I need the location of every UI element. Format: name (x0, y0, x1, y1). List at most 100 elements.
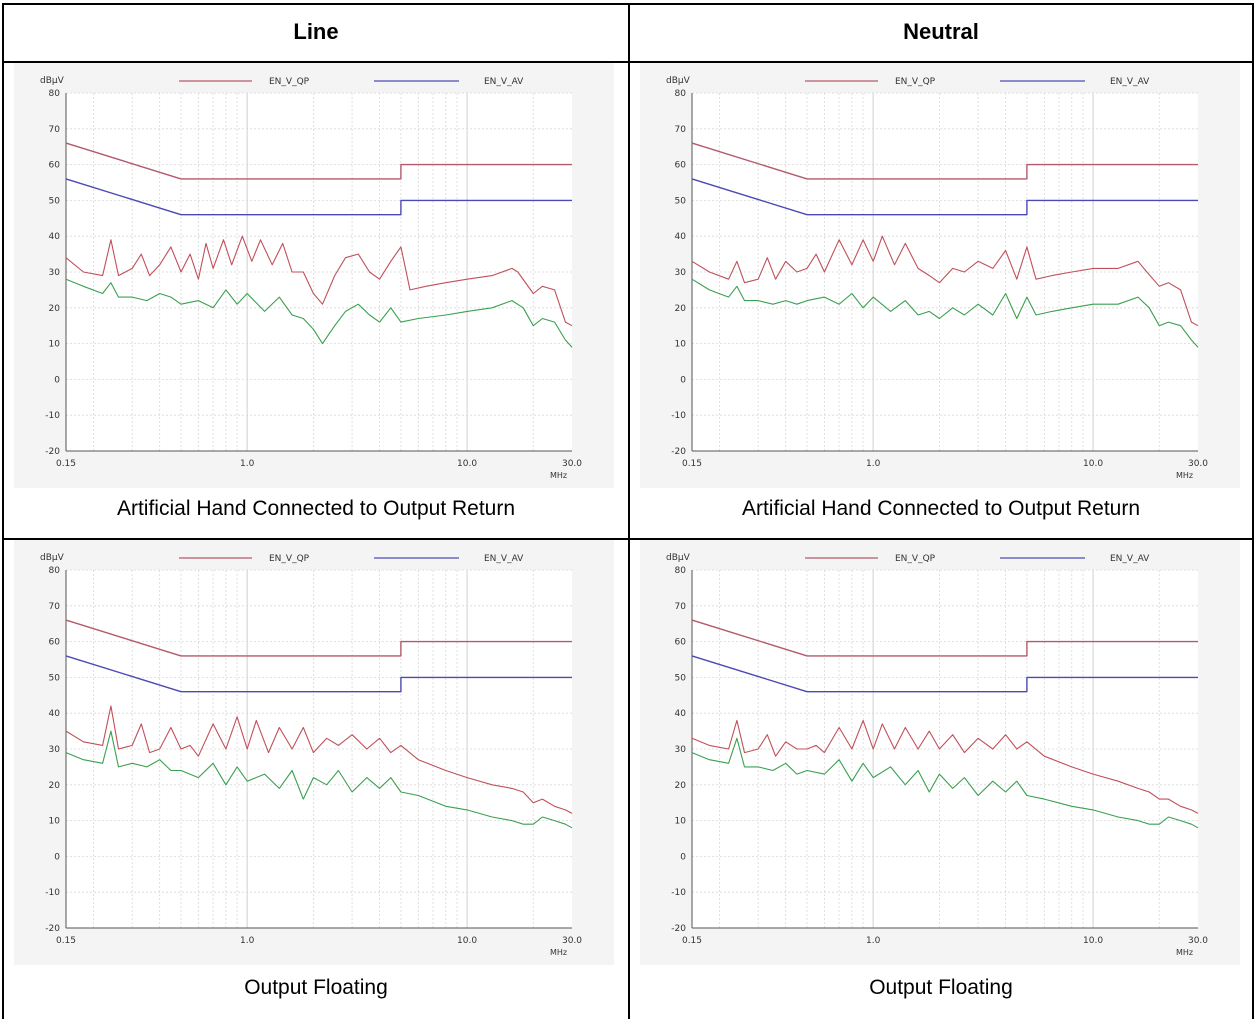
y-tick-label: 30 (49, 268, 61, 278)
emc-chart-neutral-output-floating: 80 70 60 50 40 30 20 10 0 -10 -20 0.15 1.0 10.0 30.0 dB… (640, 540, 1240, 965)
x-unit-label: MHz (550, 948, 567, 957)
y-tick-label: 80 (49, 566, 61, 576)
y-tick-label: 60 (49, 638, 61, 648)
x-tick-label: 1.0 (240, 459, 255, 469)
y-tick-label: -20 (45, 447, 60, 457)
y-tick-label: 80 (675, 89, 687, 99)
y-tick-label: 80 (675, 566, 687, 576)
x-tick-label: 0.15 (56, 459, 76, 469)
legend-qp-label: EN_V_QP (269, 77, 310, 87)
y-tick-label: 70 (49, 602, 61, 612)
x-tick-label: 1.0 (240, 936, 255, 946)
legend-av-label: EN_V_AV (484, 77, 524, 87)
x-tick-label: 1.0 (866, 459, 881, 469)
qp-limit-line (65, 142, 572, 180)
y-tick-label: 0 (54, 852, 60, 862)
qp-measurement-trace (691, 719, 1199, 814)
y-tick-label: -10 (671, 411, 686, 421)
y-unit-label: dBµV (666, 553, 691, 563)
cell-line-output-return: 80 70 60 50 40 30 20 10 0 -10 -20 0.15 1.0 10.0 30.0 dB… (4, 63, 628, 538)
av-limit-line (691, 178, 1198, 216)
caption-neutral-output-return: Artificial Hand Connected to Output Retu… (741, 497, 1141, 520)
table-right-border (1252, 3, 1254, 1019)
x-unit-label: MHz (1176, 948, 1193, 957)
y-tick-label: 50 (49, 673, 61, 683)
cell-line-output-floating: 80 70 60 50 40 30 20 10 0 -10 -20 0.15 1.0 10.0 30.0 dB… (4, 540, 628, 1019)
av-measurement-trace (691, 737, 1199, 829)
av-limit-line (65, 655, 572, 693)
av-measurement-trace (65, 278, 573, 348)
y-tick-label: 40 (49, 232, 61, 242)
y-tick-label: 20 (675, 304, 687, 314)
av-measurement-trace (65, 730, 573, 829)
y-tick-label: 0 (54, 375, 60, 385)
y-tick-label: 70 (675, 125, 687, 135)
qp-measurement-trace (65, 235, 573, 327)
y-tick-label: 50 (675, 196, 687, 206)
x-tick-label: 10.0 (1083, 936, 1103, 946)
qp-limit-line (65, 619, 572, 657)
y-tick-label: 20 (49, 304, 61, 314)
y-tick-label: 50 (675, 673, 687, 683)
y-tick-label: 10 (675, 340, 687, 350)
y-tick-label: -20 (671, 924, 686, 934)
qp-limit-line (691, 142, 1198, 180)
y-tick-label: -20 (45, 924, 60, 934)
x-tick-label: 0.15 (682, 936, 702, 946)
y-tick-label: 30 (675, 268, 687, 278)
emc-chart-line-output-return: 80 70 60 50 40 30 20 10 0 -10 -20 0.15 1.0 10.0 30.0 dB… (14, 63, 614, 488)
emc-chart-neutral-output-return: 80 70 60 50 40 30 20 10 0 -10 -20 0.15 1.0 10.0 30.0 dB… (640, 63, 1240, 488)
caption-line-output-return: Artificial Hand Connected to Output Retu… (116, 497, 516, 520)
av-limit-line (691, 655, 1198, 693)
header-neutral: Neutral (903, 19, 979, 44)
av-measurement-trace (691, 278, 1199, 348)
x-tick-label: 10.0 (457, 459, 477, 469)
legend-av-label: EN_V_AV (1110, 554, 1150, 564)
y-tick-label: 30 (675, 745, 687, 755)
y-tick-label: 10 (49, 340, 61, 350)
y-tick-label: 50 (49, 196, 61, 206)
x-tick-label: 30.0 (1188, 936, 1208, 946)
y-tick-label: 30 (49, 745, 61, 755)
caption-neutral-output-floating: Output Floating (869, 976, 1013, 999)
y-tick-label: 20 (675, 781, 687, 791)
x-tick-label: 0.15 (56, 936, 76, 946)
y-tick-label: 60 (675, 161, 687, 171)
y-unit-label: dBµV (666, 76, 691, 86)
x-tick-label: 30.0 (1188, 459, 1208, 469)
y-unit-label: dBµV (40, 76, 65, 86)
cell-neutral-output-floating: 80 70 60 50 40 30 20 10 0 -10 -20 0.15 1.0 10.0 30.0 dB… (630, 540, 1252, 1019)
qp-measurement-trace (691, 235, 1199, 327)
y-tick-label: 10 (49, 817, 61, 827)
emc-chart-line-output-floating: 80 70 60 50 40 30 20 10 0 -10 -20 0.15 1.0 10.0 30.0 dB… (14, 540, 614, 965)
y-tick-label: -10 (671, 888, 686, 898)
header-line: Line (293, 19, 339, 44)
y-tick-label: 60 (675, 638, 687, 648)
y-tick-label: -10 (45, 411, 60, 421)
y-tick-label: -20 (671, 447, 686, 457)
y-tick-label: -10 (45, 888, 60, 898)
x-unit-label: MHz (1176, 471, 1193, 480)
x-tick-label: 0.15 (682, 459, 702, 469)
qp-limit-line (691, 619, 1198, 657)
legend-av-label: EN_V_AV (484, 554, 524, 564)
y-tick-label: 10 (675, 817, 687, 827)
y-tick-label: 0 (680, 852, 686, 862)
x-tick-label: 30.0 (562, 936, 582, 946)
y-tick-label: 40 (675, 709, 687, 719)
qp-measurement-trace (65, 705, 573, 814)
y-tick-label: 40 (675, 232, 687, 242)
table-left-border (2, 3, 4, 1019)
y-tick-label: 20 (49, 781, 61, 791)
x-tick-label: 30.0 (562, 459, 582, 469)
y-tick-label: 70 (49, 125, 61, 135)
caption-line-output-floating: Output Floating (244, 976, 388, 999)
y-tick-label: 80 (49, 89, 61, 99)
x-tick-label: 10.0 (1083, 459, 1103, 469)
y-unit-label: dBµV (40, 553, 65, 563)
x-unit-label: MHz (550, 471, 567, 480)
legend-qp-label: EN_V_QP (895, 554, 936, 564)
legend-av-label: EN_V_AV (1110, 77, 1150, 87)
y-tick-label: 70 (675, 602, 687, 612)
